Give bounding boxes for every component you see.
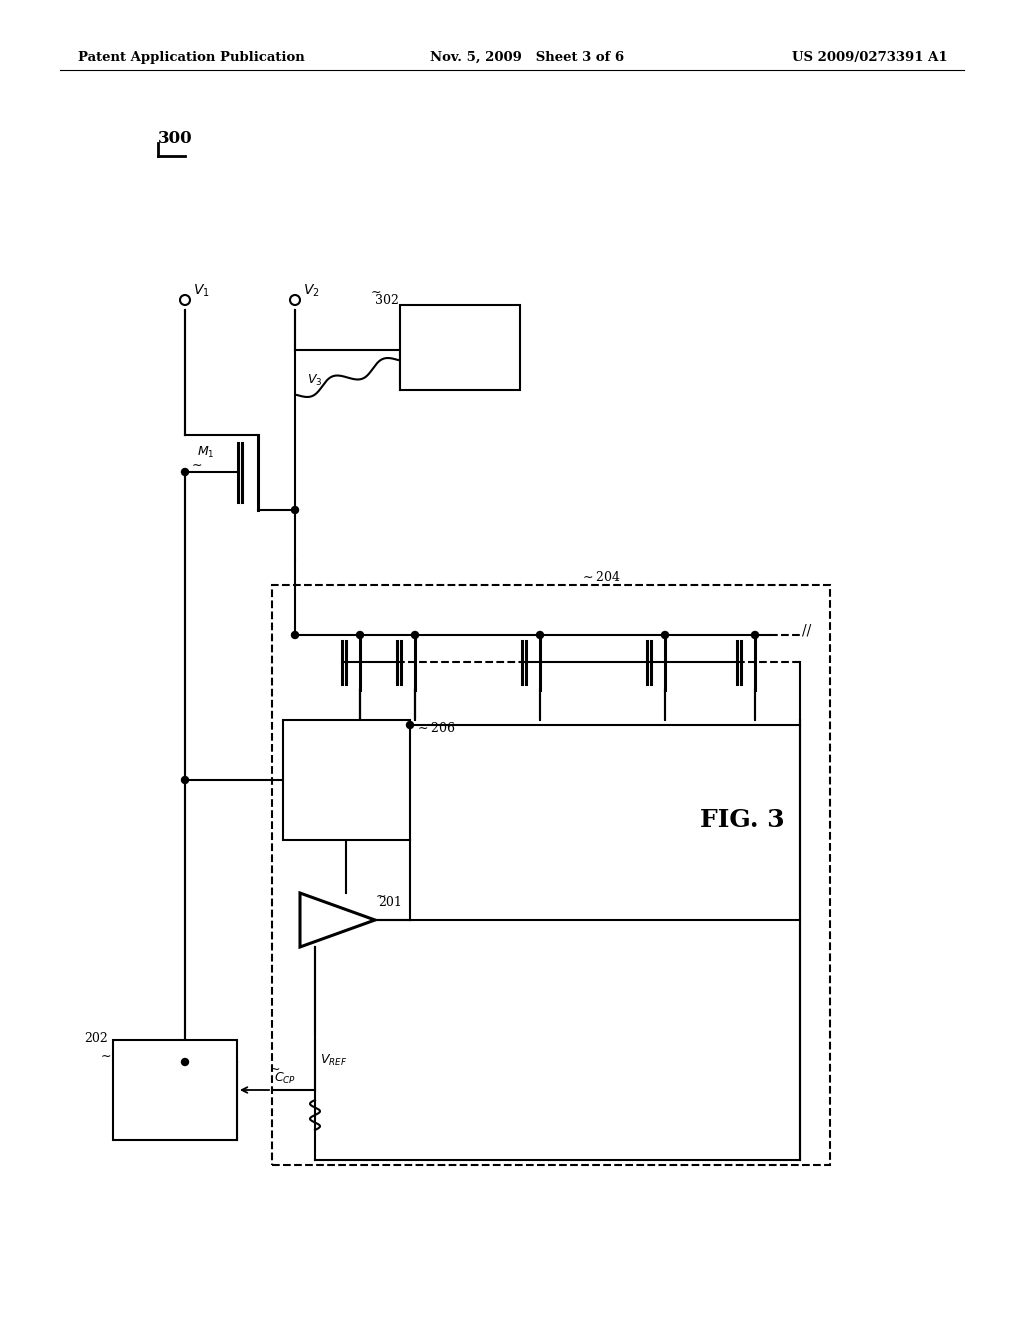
Text: 202: 202 xyxy=(84,1032,108,1045)
Text: circuit: circuit xyxy=(325,785,369,799)
Text: $\sim$: $\sim$ xyxy=(189,458,203,470)
Text: amplifying: amplifying xyxy=(311,762,382,775)
Text: and sensing: and sensing xyxy=(307,774,386,787)
Circle shape xyxy=(181,776,188,784)
Circle shape xyxy=(537,631,544,639)
Text: Patent Application Publication: Patent Application Publication xyxy=(78,50,305,63)
Circle shape xyxy=(407,722,414,729)
Text: $M_1$: $M_1$ xyxy=(197,445,214,459)
Bar xyxy=(400,305,520,389)
Text: +: + xyxy=(308,903,318,916)
Text: $\sim$204: $\sim$204 xyxy=(580,570,621,583)
Text: Nov. 5, 2009   Sheet 3 of 6: Nov. 5, 2009 Sheet 3 of 6 xyxy=(430,50,624,63)
Text: $\sim$: $\sim$ xyxy=(98,1048,112,1061)
Polygon shape xyxy=(300,894,375,946)
Text: $\sim$206: $\sim$206 xyxy=(415,721,456,735)
Text: $V_{REF}$: $V_{REF}$ xyxy=(319,1052,347,1068)
Text: $V_2$: $V_2$ xyxy=(303,282,319,300)
Text: US 2009/0273391 A1: US 2009/0273391 A1 xyxy=(793,50,948,63)
Text: $V_1$: $V_1$ xyxy=(193,282,210,300)
Circle shape xyxy=(662,631,669,639)
Text: $\sim$: $\sim$ xyxy=(373,888,387,902)
Bar xyxy=(283,719,410,840)
Text: $\sim$: $\sim$ xyxy=(368,285,382,297)
Text: $\sim$: $\sim$ xyxy=(267,1061,281,1074)
Circle shape xyxy=(356,631,364,639)
Circle shape xyxy=(181,469,188,475)
Text: charge pump: charge pump xyxy=(133,1084,217,1097)
Circle shape xyxy=(181,1059,188,1065)
Circle shape xyxy=(292,507,299,513)
Circle shape xyxy=(412,631,419,639)
Text: 302: 302 xyxy=(375,293,399,306)
Text: FIG. 3: FIG. 3 xyxy=(700,808,784,832)
Text: $V_3$: $V_3$ xyxy=(307,372,323,388)
Circle shape xyxy=(752,631,759,639)
Circle shape xyxy=(292,631,299,639)
Text: 300: 300 xyxy=(158,129,193,147)
Bar xyxy=(272,585,830,1166)
Text: $C_{CP}$: $C_{CP}$ xyxy=(274,1071,296,1085)
Text: −: − xyxy=(308,924,318,936)
Text: //: // xyxy=(802,624,811,638)
Bar xyxy=(113,1040,237,1140)
Text: bias circuit: bias circuit xyxy=(425,341,496,354)
Text: CMP: CMP xyxy=(319,916,345,924)
Text: 201: 201 xyxy=(378,895,401,908)
